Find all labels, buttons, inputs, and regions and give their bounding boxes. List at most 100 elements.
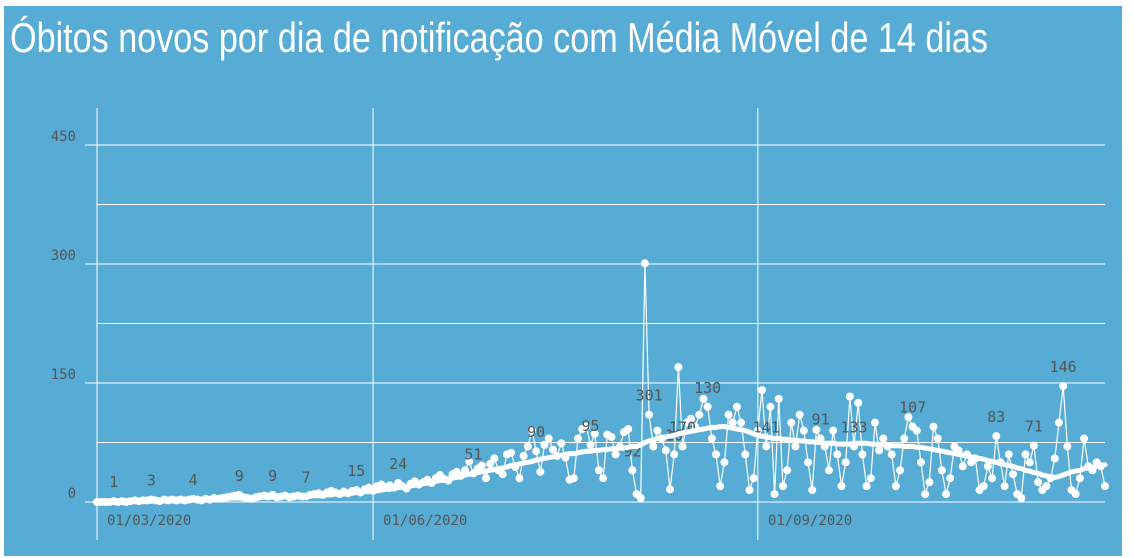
y-tick-label: 300 xyxy=(51,248,76,264)
data-point xyxy=(1101,482,1109,491)
data-point xyxy=(1034,478,1043,487)
data-point xyxy=(862,482,871,491)
data-point xyxy=(712,450,721,459)
data-point xyxy=(515,474,524,483)
data-point xyxy=(732,402,741,411)
data-point xyxy=(749,474,758,483)
data-point xyxy=(783,466,792,475)
data-point xyxy=(778,482,787,491)
data-point xyxy=(720,458,729,467)
data-point xyxy=(988,474,997,483)
x-tick-label: 01/09/2020 xyxy=(768,513,852,529)
data-point xyxy=(1021,450,1030,459)
data-point xyxy=(519,451,528,460)
data-point xyxy=(741,450,750,459)
data-label: 133 xyxy=(840,418,867,436)
data-point xyxy=(925,478,934,487)
data-point xyxy=(946,474,955,483)
data-label: 95 xyxy=(582,417,600,435)
data-point xyxy=(670,450,679,459)
data-point xyxy=(812,425,821,434)
data-point xyxy=(854,398,863,407)
data-point xyxy=(666,485,675,494)
data-point xyxy=(507,448,516,457)
data-point xyxy=(582,422,591,431)
data-label: 4 xyxy=(189,471,198,489)
data-point xyxy=(728,418,737,427)
data-label: 91 xyxy=(812,411,830,429)
data-point xyxy=(896,466,905,475)
data-point xyxy=(799,426,808,435)
data-point xyxy=(891,482,900,491)
data-point xyxy=(791,442,800,451)
data-point xyxy=(1004,450,1013,459)
data-point xyxy=(573,434,582,443)
data-point xyxy=(695,410,704,419)
data-point xyxy=(841,458,850,467)
data-point xyxy=(611,450,620,459)
data-point xyxy=(795,410,804,419)
data-label: 7 xyxy=(302,468,311,486)
data-point xyxy=(1063,442,1072,451)
moving-average-line xyxy=(94,424,1108,505)
data-point xyxy=(824,466,833,475)
data-label: 83 xyxy=(987,408,1005,426)
data-point xyxy=(900,434,909,443)
data-point xyxy=(866,474,875,483)
data-point xyxy=(912,426,921,435)
data-point xyxy=(937,466,946,475)
data-point xyxy=(845,392,854,401)
data-point xyxy=(766,402,775,411)
data-point xyxy=(628,466,637,475)
data-point xyxy=(829,426,838,435)
data-point xyxy=(640,259,649,268)
data-label: 24 xyxy=(389,455,407,473)
data-point xyxy=(465,457,474,466)
data-point xyxy=(569,474,578,483)
data-point xyxy=(624,425,633,434)
data-point xyxy=(544,434,553,443)
data-point xyxy=(1017,494,1026,503)
data-point xyxy=(904,413,913,422)
data-point xyxy=(599,474,608,483)
data-point xyxy=(875,446,884,455)
data-point xyxy=(1042,482,1051,491)
data-label: 301 xyxy=(636,387,663,405)
data-point xyxy=(1050,454,1059,463)
data-point xyxy=(498,470,507,479)
data-point xyxy=(653,426,662,435)
data-point xyxy=(1059,382,1068,391)
data-point xyxy=(586,440,595,449)
data-point xyxy=(686,414,695,423)
data-point xyxy=(1071,490,1080,499)
data-point xyxy=(1029,441,1038,450)
data-label: 3 xyxy=(147,472,156,490)
data-point xyxy=(808,486,817,495)
data-label: 1 xyxy=(109,473,118,491)
data-point xyxy=(787,418,796,427)
data-point xyxy=(645,410,654,419)
data-point xyxy=(703,402,712,411)
y-tick-label: 0 xyxy=(68,486,76,502)
data-point xyxy=(837,482,846,491)
data-point xyxy=(979,482,988,491)
data-label: 15 xyxy=(347,462,365,480)
data-point xyxy=(758,386,767,395)
data-point xyxy=(983,462,992,471)
data-point xyxy=(699,394,708,403)
data-point xyxy=(548,445,557,454)
data-point xyxy=(540,440,549,449)
data-label: 146 xyxy=(1050,358,1077,376)
data-point xyxy=(992,432,1001,441)
data-point xyxy=(636,494,645,503)
data-point xyxy=(1008,470,1017,479)
data-point xyxy=(532,447,541,456)
x-tick-label: 01/03/2020 xyxy=(107,513,191,529)
data-point xyxy=(607,432,616,441)
data-point xyxy=(523,442,532,451)
data-point xyxy=(929,422,938,431)
data-point xyxy=(833,450,842,459)
data-point xyxy=(737,418,746,427)
data-point xyxy=(1000,482,1009,491)
